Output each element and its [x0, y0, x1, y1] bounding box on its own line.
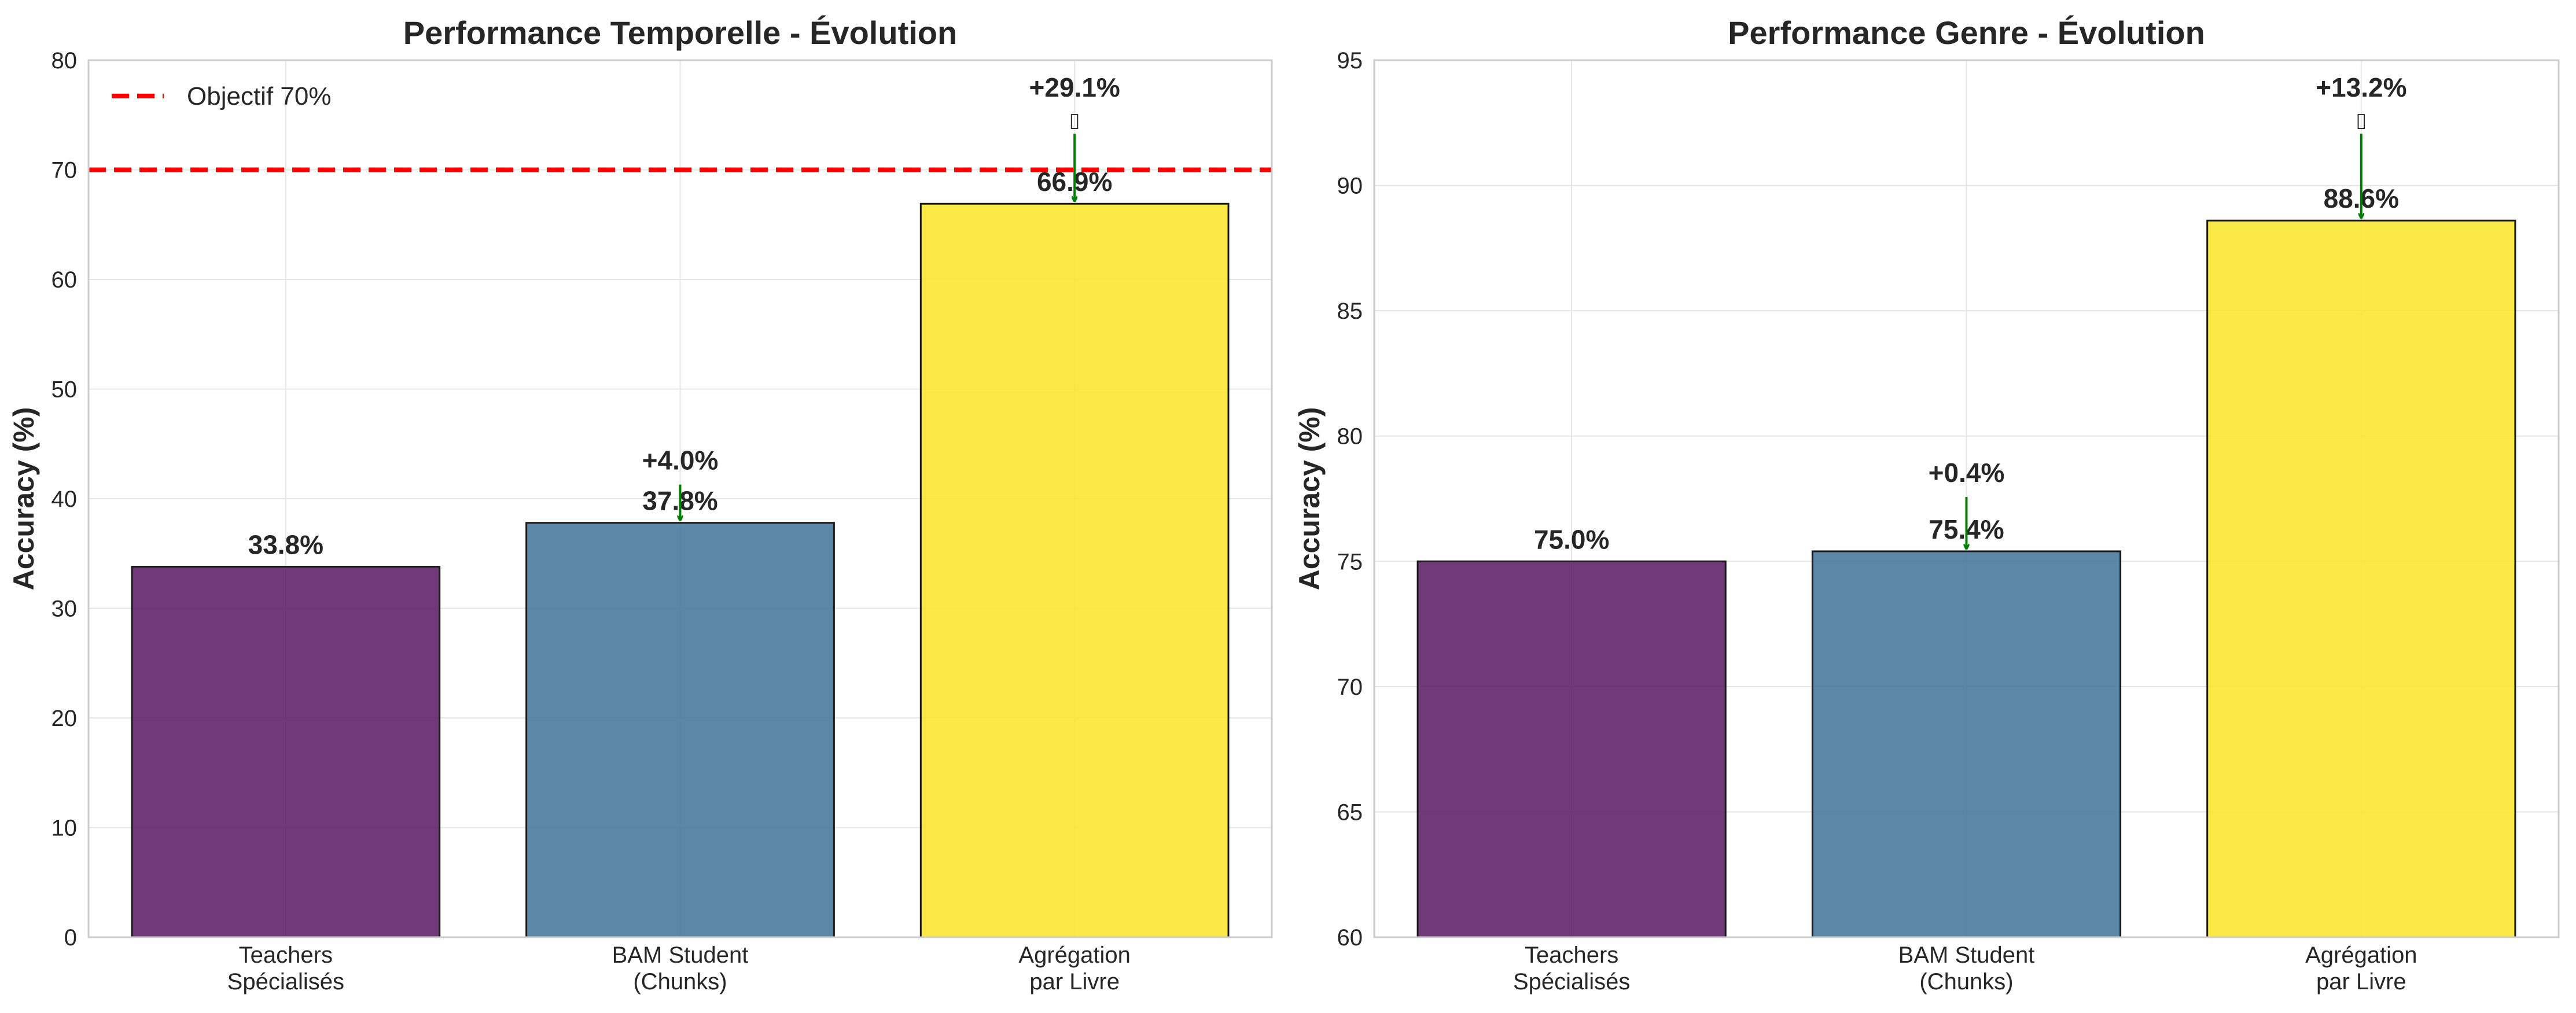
y-tick-label: 40 — [51, 487, 78, 512]
improvement-label: +0.4% — [1929, 458, 2005, 488]
x-category-label: Agrégation — [2305, 942, 2417, 968]
y-tick-label: 80 — [1337, 424, 1363, 450]
bar-value-label: 33.8% — [248, 529, 323, 559]
missing-glyph-box: ▯ — [2356, 109, 2367, 132]
plot-frame — [87, 59, 1273, 938]
y-tick-label: 70 — [51, 158, 78, 183]
chart-panel-2: 75.0% 75.4%88.6%+0.4%+13.2%▯6065707580859… — [1293, 14, 2560, 994]
plot-frame — [1373, 59, 2560, 938]
legend-label: Objectif 70% — [187, 82, 331, 110]
x-category-label: par Livre — [2316, 969, 2406, 994]
y-tick-label: 30 — [51, 596, 78, 622]
y-tick-label: 75 — [1337, 549, 1363, 574]
y-tick-label: 60 — [1337, 925, 1363, 951]
y-tick-label: 90 — [1337, 174, 1363, 199]
y-tick-label: 10 — [51, 816, 78, 841]
bar-2 — [1811, 550, 2122, 938]
chart-panel-1: 33.8%37.8%66.9%+4.0%+29.1%▯0102030405060… — [8, 14, 1273, 994]
bar-2 — [525, 522, 835, 938]
y-tick-label: 60 — [51, 267, 78, 293]
x-category-label: Agrégation — [1018, 942, 1130, 968]
x-category-label: par Livre — [1029, 969, 1120, 994]
chart-title: Performance Genre - Évolution — [1728, 14, 2205, 51]
y-tick-label: 50 — [51, 377, 78, 403]
x-category-label: Spécialisés — [227, 969, 344, 994]
x-category-label: (Chunks) — [1919, 969, 2013, 994]
missing-glyph-box: ▯ — [1069, 109, 1080, 132]
bar-3 — [919, 202, 1230, 938]
y-tick-label: 80 — [51, 48, 78, 73]
y-tick-label: 20 — [51, 706, 78, 731]
y-tick-label: 0 — [64, 925, 77, 951]
x-category-label: Teachers — [239, 942, 333, 968]
bar-1 — [131, 565, 441, 938]
y-tick-label: 95 — [1337, 48, 1363, 73]
y-tick-label: 85 — [1337, 299, 1363, 324]
improvement-label: +4.0% — [642, 445, 719, 476]
improvement-label: +29.1% — [1029, 72, 1120, 102]
bar-3 — [2206, 219, 2516, 938]
x-category-label: BAM Student — [1898, 942, 2035, 968]
bar-1 — [1416, 560, 1727, 938]
x-category-label: Teachers — [1525, 942, 1618, 968]
y-axis-label: Accuracy (%) — [1293, 407, 1326, 591]
x-category-label: BAM Student — [612, 942, 749, 968]
bar-value-label: 75.0% — [1534, 524, 1609, 554]
y-axis-label: Accuracy (%) — [8, 407, 40, 591]
x-category-label: (Chunks) — [633, 969, 727, 994]
y-tick-label: 70 — [1337, 675, 1363, 700]
y-tick-label: 65 — [1337, 800, 1363, 825]
x-category-label: Spécialisés — [1513, 969, 1630, 994]
improvement-label: +13.2% — [2316, 72, 2406, 102]
chart-title: Performance Temporelle - Évolution — [403, 14, 957, 51]
